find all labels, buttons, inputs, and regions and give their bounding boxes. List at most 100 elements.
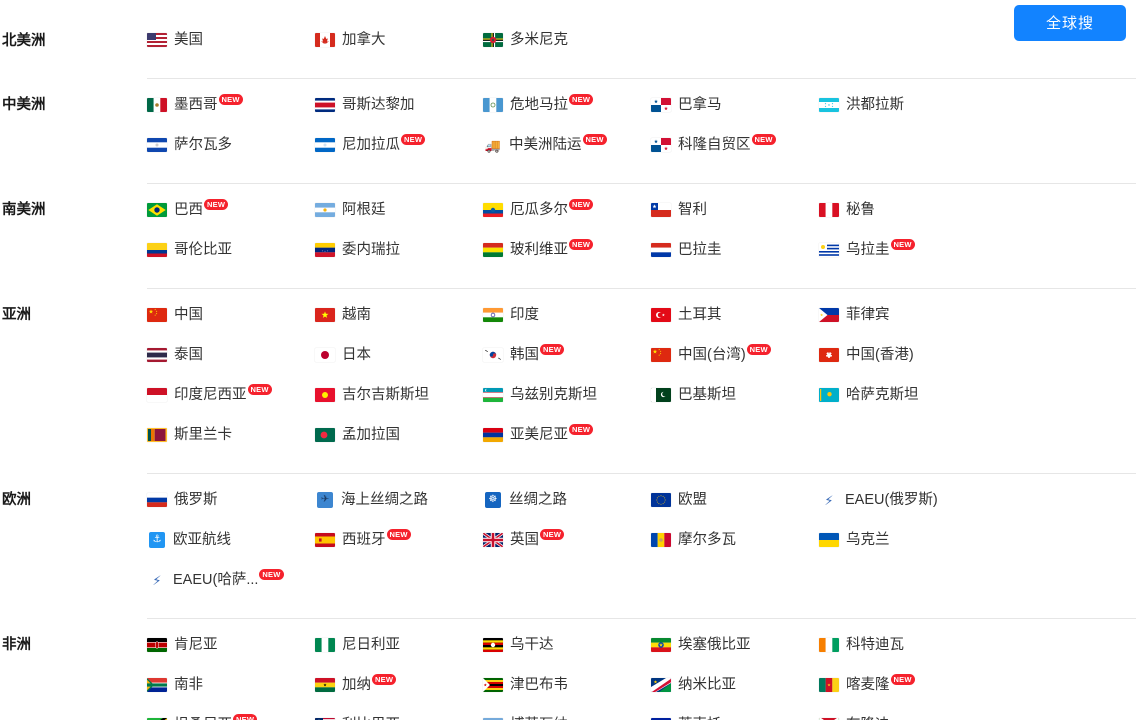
country-item[interactable]: 英国 NEW <box>483 520 651 560</box>
country-item[interactable]: 欧盟 <box>651 480 819 520</box>
country-item[interactable]: 巴拉圭 <box>651 230 819 270</box>
country-item[interactable]: 危地马拉 NEW <box>483 85 651 125</box>
country-item[interactable]: 俄罗斯 <box>147 480 315 520</box>
flag-in <box>483 308 503 322</box>
flag-gh <box>315 678 335 692</box>
flag-ug <box>483 638 503 652</box>
country-item[interactable]: 亚美尼亚 NEW <box>483 415 651 455</box>
country-item[interactable]: 萨尔瓦多 <box>147 125 315 165</box>
country-item[interactable]: 越南 <box>315 295 483 335</box>
country-label: 秘鲁 <box>846 202 875 218</box>
country-item[interactable]: 斯里兰卡 <box>147 415 315 455</box>
country-item[interactable]: 中国(台湾) NEW <box>651 335 819 375</box>
country-item[interactable]: 纳米比亚 <box>651 665 819 705</box>
country-item[interactable]: 乌克兰 <box>819 520 987 560</box>
country-item[interactable]: 多米尼克 <box>483 20 651 60</box>
country-item[interactable]: 中国(香港) <box>819 335 987 375</box>
country-item[interactable]: ⚓ 欧亚航线 <box>147 520 315 560</box>
country-item[interactable]: ⚡ EAEU(俄罗斯) <box>819 480 987 520</box>
flag-ve <box>315 243 335 257</box>
country-item[interactable]: ⚡ EAEU(哈萨... NEW <box>147 560 315 600</box>
country-item[interactable]: 阿根廷 <box>315 190 483 230</box>
region-亚洲: 亚洲 中国 越南 印度 土耳其 菲律宾 泰国 日本 韩国 NEW 中国(台湾) NEW 中国(香港) 印度… <box>0 274 1136 459</box>
country-item[interactable]: 巴拿马 <box>651 85 819 125</box>
flag-na <box>651 678 671 692</box>
country-item[interactable]: 🚚 中美洲陆运 NEW <box>483 125 651 165</box>
silk-road-icon: ☸ <box>485 492 501 508</box>
country-label: 韩国 <box>510 347 539 363</box>
flag-cn <box>147 308 167 322</box>
country-item[interactable]: 利比里亚 <box>315 705 483 720</box>
country-item[interactable]: 博茨瓦纳 <box>483 705 651 720</box>
flag-ca <box>315 33 335 47</box>
country-item[interactable]: 埃塞俄比亚 <box>651 625 819 665</box>
country-item[interactable]: 乌拉圭 NEW <box>819 230 987 270</box>
flag-pa <box>651 98 671 112</box>
country-label: 埃塞俄比亚 <box>678 637 751 653</box>
country-item[interactable]: 乌干达 <box>483 625 651 665</box>
country-label: 欧亚航线 <box>173 532 231 548</box>
country-label: 丝绸之路 <box>509 492 567 508</box>
new-badge: NEW <box>259 568 284 580</box>
country-item[interactable]: 委内瑞拉 <box>315 230 483 270</box>
new-badge: NEW <box>401 133 426 145</box>
country-label: 哈萨克斯坦 <box>846 387 919 403</box>
country-item[interactable]: 日本 <box>315 335 483 375</box>
country-item[interactable]: 土耳其 <box>651 295 819 335</box>
country-item[interactable]: 南非 <box>147 665 315 705</box>
country-item[interactable]: 韩国 NEW <box>483 335 651 375</box>
flag-sv <box>147 138 167 152</box>
country-item[interactable]: 智利 <box>651 190 819 230</box>
country-item[interactable]: 摩尔多瓦 <box>651 520 819 560</box>
country-item[interactable]: 布隆迪 <box>819 705 987 720</box>
country-item[interactable]: 坦桑尼亚NEW <box>147 705 315 720</box>
country-label: 洪都拉斯 <box>846 97 904 113</box>
country-item[interactable]: 津巴布韦 <box>483 665 651 705</box>
country-item[interactable]: 泰国 <box>147 335 315 375</box>
country-item[interactable]: 西班牙 NEW <box>315 520 483 560</box>
country-item[interactable]: 喀麦隆 NEW <box>819 665 987 705</box>
new-badge: NEW <box>233 713 258 720</box>
new-badge: NEW <box>218 93 243 105</box>
region-label: 中美洲 <box>2 97 46 113</box>
country-item[interactable]: 莱索托 <box>651 705 819 720</box>
country-item[interactable]: 尼加拉瓜 NEW <box>315 125 483 165</box>
new-badge: NEW <box>746 343 771 355</box>
new-badge: NEW <box>569 423 594 435</box>
new-badge: NEW <box>890 673 915 685</box>
country-item[interactable]: 中国 <box>147 295 315 335</box>
country-item[interactable]: 玻利维亚 NEW <box>483 230 651 270</box>
country-item[interactable]: 墨西哥 NEW <box>147 85 315 125</box>
country-item[interactable]: 印度尼西亚 NEW <box>147 375 315 415</box>
country-item[interactable]: 洪都拉斯 <box>819 85 987 125</box>
country-item[interactable]: 哥斯达黎加 <box>315 85 483 125</box>
region-items: 肯尼亚 尼日利亚 乌干达 埃塞俄比亚 科特迪瓦南非 加纳 NEW 津巴布韦 纳米比亚 喀麦隆 NEW… <box>147 618 1136 720</box>
flag-kz <box>819 388 839 402</box>
country-item[interactable]: 尼日利亚 <box>315 625 483 665</box>
country-item[interactable]: 加拿大 <box>315 20 483 60</box>
country-item[interactable]: 美国 <box>147 20 315 60</box>
country-item[interactable]: 哈萨克斯坦 <box>819 375 987 415</box>
country-item[interactable]: 巴西 NEW <box>147 190 315 230</box>
flag-ar <box>315 203 335 217</box>
flag-ci <box>819 638 839 652</box>
country-item[interactable]: 秘鲁 <box>819 190 987 230</box>
country-item[interactable]: 肯尼亚 <box>147 625 315 665</box>
country-item[interactable]: 厄瓜多尔 NEW <box>483 190 651 230</box>
country-item[interactable]: 科隆自贸区 NEW <box>651 125 819 165</box>
country-item[interactable]: 巴基斯坦 <box>651 375 819 415</box>
country-item[interactable]: 印度 <box>483 295 651 335</box>
country-item[interactable]: 孟加拉国 <box>315 415 483 455</box>
country-item[interactable]: 哥伦比亚 <box>147 230 315 270</box>
global-search-button[interactable]: 全球搜 <box>1014 5 1126 41</box>
country-item[interactable]: ☸ 丝绸之路 <box>483 480 651 520</box>
country-item[interactable]: ✈ 海上丝绸之路 <box>315 480 483 520</box>
country-item[interactable]: 菲律宾 <box>819 295 987 335</box>
country-item[interactable]: 吉尔吉斯斯坦 <box>315 375 483 415</box>
country-item[interactable]: 科特迪瓦 <box>819 625 987 665</box>
country-item[interactable]: 乌兹别克斯坦 <box>483 375 651 415</box>
country-item[interactable]: 加纳 NEW <box>315 665 483 705</box>
flag-py <box>651 243 671 257</box>
region-items: 中国 越南 印度 土耳其 菲律宾 泰国 日本 韩国 NEW 中国(台湾) NEW 中国(香港) 印度尼西… <box>147 288 1136 459</box>
country-label: 多米尼克 <box>510 32 568 48</box>
